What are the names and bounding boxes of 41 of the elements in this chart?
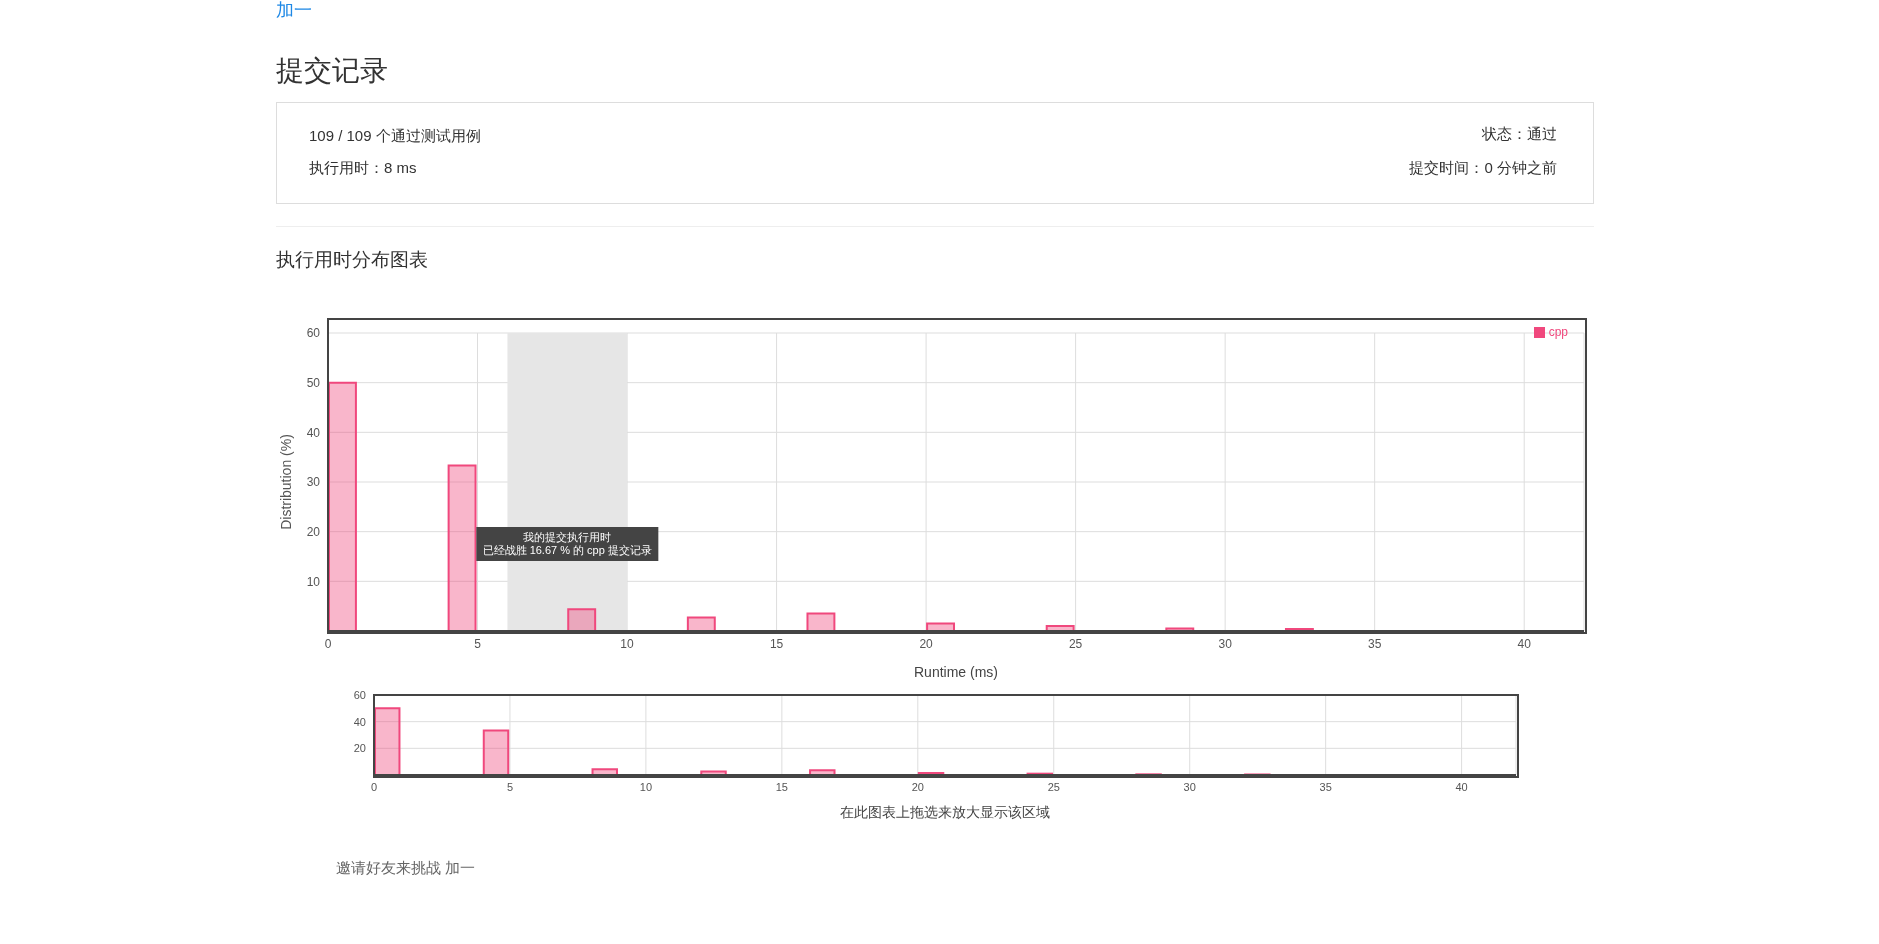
y-tick-label: 60 xyxy=(353,688,366,701)
y-tick-label: 60 xyxy=(306,326,321,341)
x-tick-label: 30 xyxy=(1183,780,1196,793)
x-tick-label: 5 xyxy=(506,780,514,793)
chart-title: 执行用时分布图表 xyxy=(276,248,429,272)
text: 状态：通过 xyxy=(1482,125,1557,144)
x-tick-label: 20 xyxy=(919,636,934,651)
y-tick-label: 20 xyxy=(353,742,366,755)
text: 加一 xyxy=(276,0,313,20)
y-tick-label: 40 xyxy=(353,715,366,728)
y-axis-title: Distribution (%) xyxy=(277,434,294,530)
x-tick-label: 5 xyxy=(474,636,482,651)
x-tick-label: 25 xyxy=(1047,780,1060,793)
y-tick-label: 40 xyxy=(306,425,321,440)
x-tick-label: 15 xyxy=(769,636,784,651)
text: 109 / 109 个通过测试用例 xyxy=(309,127,481,146)
x-tick-label: 35 xyxy=(1367,636,1382,651)
x-tick-label: 40 xyxy=(1517,636,1532,651)
text: 提交记录 xyxy=(276,54,389,88)
text: 执行用时：8 ms xyxy=(309,159,417,178)
x-tick-label: 35 xyxy=(1319,780,1332,793)
legend-label: cpp xyxy=(1548,325,1568,339)
x-tick-label: 15 xyxy=(775,780,788,793)
x-tick-label: 30 xyxy=(1218,636,1233,651)
x-axis-title: Runtime (ms) xyxy=(913,664,999,680)
x-tick-label: 20 xyxy=(911,780,924,793)
y-tick-label: 20 xyxy=(306,524,321,539)
x-tick-label: 0 xyxy=(324,636,332,651)
x-tick-label: 10 xyxy=(639,780,653,793)
x-tick-label: 10 xyxy=(620,636,635,651)
x-tick-label: 40 xyxy=(1455,780,1468,793)
text: 提交时间：0 分钟之前 xyxy=(1409,159,1557,178)
annotation: 我的提交执行用时 xyxy=(522,531,613,544)
annotation: 已经战胜 16.67 % 的 cpp 提交记录 xyxy=(482,544,652,557)
x-axis-title: 在此图表上拖选来放大显示该区域 xyxy=(840,804,1050,820)
text: 邀请好友来挑战 加一 xyxy=(336,859,477,878)
y-tick-label: 30 xyxy=(306,475,321,490)
y-tick-label: 10 xyxy=(306,574,321,589)
y-tick-label: 50 xyxy=(306,375,321,390)
x-tick-label: 0 xyxy=(370,780,378,793)
x-tick-label: 25 xyxy=(1068,636,1083,651)
